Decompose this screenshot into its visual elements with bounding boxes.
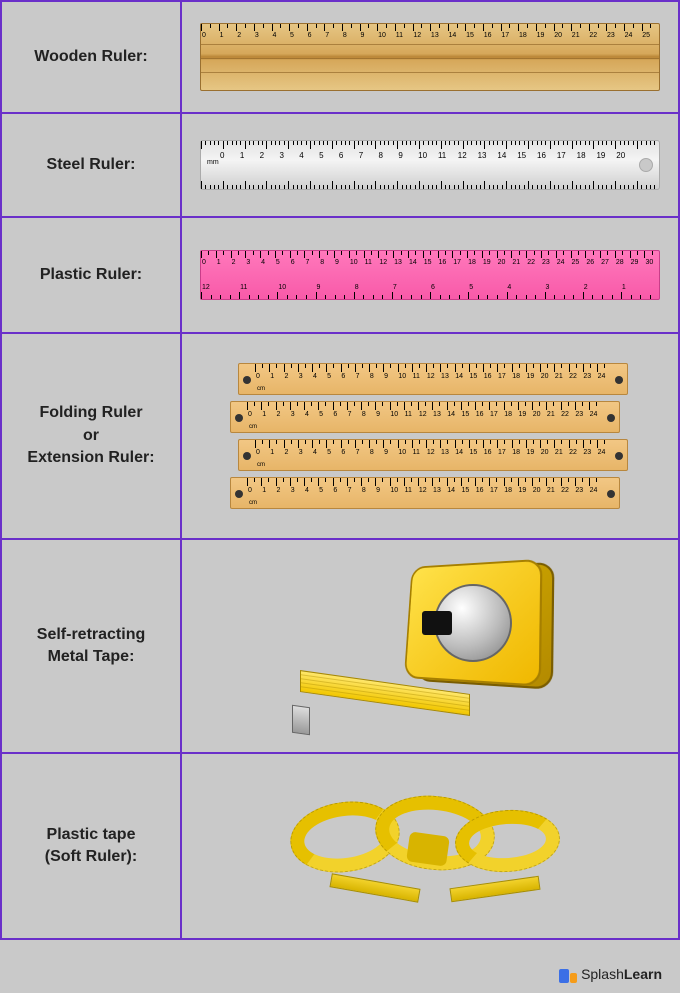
image-cell: mm 01234567891011121314151617181920 xyxy=(182,114,678,216)
row-plastic: Plastic Ruler: 0123456789101112131415161… xyxy=(2,218,678,334)
row-label: Wooden Ruler: xyxy=(34,46,147,68)
row-label: Plastic Ruler: xyxy=(40,264,142,286)
folding-ruler-graphic: 0123456789101112131415161718192021222324… xyxy=(230,357,630,515)
row-label-line: Plastic tape xyxy=(47,824,136,846)
row-folding: Folding Ruler or Extension Ruler: 012345… xyxy=(2,334,678,540)
ruler-ticks xyxy=(201,24,659,31)
label-cell: Plastic tape (Soft Ruler): xyxy=(2,754,182,938)
brand-logo-icon xyxy=(559,965,577,983)
row-steel: Steel Ruler: mm 012345678910111213141516… xyxy=(2,114,678,218)
image-cell: 0123456789101112131415161718192021222324… xyxy=(182,218,678,332)
steel-ruler-graphic: mm 01234567891011121314151617181920 xyxy=(200,140,660,190)
label-cell: Steel Ruler: xyxy=(2,114,182,216)
row-label-line: Extension Ruler: xyxy=(27,447,154,469)
brand-bold: Learn xyxy=(624,966,662,982)
image-cell: 0123456789101112131415161718192021222324… xyxy=(182,334,678,538)
brand-watermark: SplashLearn xyxy=(559,965,662,983)
label-cell: Plastic Ruler: xyxy=(2,218,182,332)
ruler-types-table: Wooden Ruler: 01234567891011121314151617… xyxy=(0,0,680,940)
tape-lock-button xyxy=(422,611,452,635)
ruler-numbers: 0123456789101112131415161718192021222324… xyxy=(201,32,659,39)
row-label-line: Folding Ruler xyxy=(39,402,142,424)
image-cell: 0123456789101112131415161718192021222324… xyxy=(182,2,678,112)
soft-tape-graphic xyxy=(280,786,580,906)
label-cell: Wooden Ruler: xyxy=(2,2,182,112)
wooden-ruler-graphic: 0123456789101112131415161718192021222324… xyxy=(200,23,660,91)
row-label-line: (Soft Ruler): xyxy=(45,846,137,868)
brand-prefix: Splash xyxy=(581,966,624,982)
image-cell xyxy=(182,540,678,752)
row-label-line: or xyxy=(83,425,99,447)
row-softtape: Plastic tape (Soft Ruler): xyxy=(2,754,678,940)
unit-label: mm xyxy=(207,159,219,166)
tape-measure-graphic xyxy=(300,556,560,736)
row-label-line: Metal Tape: xyxy=(48,646,135,668)
label-cell: Folding Ruler or Extension Ruler: xyxy=(2,334,182,538)
label-cell: Self-retracting Metal Tape: xyxy=(2,540,182,752)
row-metaltape: Self-retracting Metal Tape: xyxy=(2,540,678,754)
tape-hook xyxy=(292,705,310,736)
ruler-hole xyxy=(639,158,653,172)
row-label: Steel Ruler: xyxy=(47,154,136,176)
image-cell xyxy=(182,754,678,938)
plastic-ruler-graphic: 0123456789101112131415161718192021222324… xyxy=(200,250,660,300)
row-label-line: Self-retracting xyxy=(37,624,145,646)
row-wooden: Wooden Ruler: 01234567891011121314151617… xyxy=(2,2,678,114)
